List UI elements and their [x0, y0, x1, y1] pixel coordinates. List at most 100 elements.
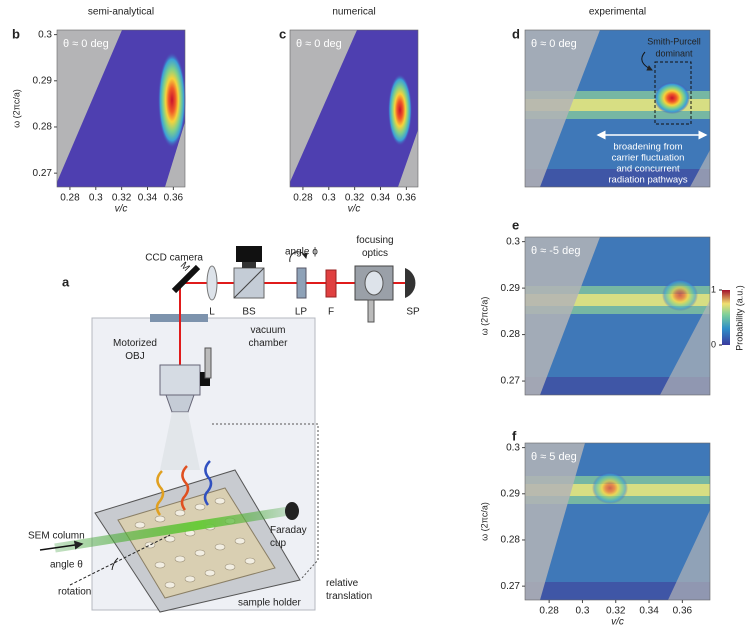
no-data-region [660, 300, 710, 395]
callout-text: dominant [655, 48, 693, 58]
x-tick-label: 0.32 [345, 193, 365, 204]
label: angle ϕ [285, 247, 318, 258]
no-data-region [668, 510, 710, 600]
y-tick-label: 0.29 [33, 75, 53, 86]
label-line: OBJ [125, 351, 144, 362]
plot-frame [56, 29, 186, 188]
panel-title: experimental [589, 7, 646, 18]
knob [367, 299, 375, 323]
x-tick-label: 0.3 [322, 193, 336, 204]
panel: f θ ≈ 5 deg 0.27 0.28 0.29 0.3 ω (2πc/a) 0.28 0.… [479, 428, 711, 628]
panel-letter: d [512, 26, 520, 41]
label-line: vacuum [250, 325, 285, 336]
panel: e θ ≈ -5 deg 0.27 0.28 0.29 0.3 ω (2πc/a) [479, 217, 711, 396]
panel-letter: f [512, 428, 517, 443]
note-text: and concurrent [616, 164, 680, 175]
y-tick-label: 0.29 [501, 488, 521, 499]
y-tick-label: 0.3 [38, 29, 52, 40]
faraday-cup [285, 502, 299, 520]
hotspot [158, 52, 186, 148]
x-tick-label: 0.32 [606, 606, 626, 617]
y-tick-label: 0.3 [506, 236, 520, 247]
no-data-region [525, 30, 600, 187]
y-axis-label: ω (2πc/a) [11, 89, 21, 128]
angle-arc [111, 557, 119, 571]
x-tick-label: 0.28 [293, 193, 313, 204]
setup-diagram: a CCD camera angle ϕ focusing optics M L … [28, 235, 420, 613]
label-line: Motorized [113, 338, 157, 349]
no-data-region [525, 443, 585, 600]
panel-letter: a [62, 274, 70, 289]
x-tick-label: 0.3 [575, 606, 589, 617]
label: F [328, 307, 334, 318]
x-tick-label: 0.36 [397, 193, 417, 204]
label: sample holder [238, 598, 301, 609]
rotation-arrow [289, 251, 308, 263]
label: vacuum chamber [249, 325, 289, 349]
colorbar-tick-label: 1 [711, 284, 716, 294]
no-data-region [398, 130, 418, 187]
label: CCD camera [145, 253, 203, 264]
y-tick-label: 0.29 [501, 283, 521, 294]
hotspot [388, 74, 412, 146]
mirror [171, 264, 201, 294]
x-tick-label: 0.28 [60, 193, 80, 204]
hotspot [592, 472, 628, 504]
x-tick-label: 0.3 [89, 193, 103, 204]
callout-text: Smith-Purcell [647, 36, 701, 46]
panel-letter: b [12, 26, 20, 41]
no-data-region [290, 30, 357, 182]
hotspot [662, 279, 698, 311]
beam-splitter [233, 267, 265, 299]
y-tick-label: 0.28 [501, 329, 521, 340]
no-data-region [165, 122, 185, 187]
objective [159, 364, 201, 396]
label: rotation [58, 587, 91, 598]
hole-array [134, 497, 256, 589]
x-tick-label: 0.36 [673, 606, 693, 617]
spectrometer [405, 268, 416, 298]
annotation: θ ≈ 5 deg [531, 451, 577, 463]
x-tick-label: 0.36 [164, 193, 184, 204]
beam-arrow [39, 540, 84, 551]
callout-box [654, 61, 692, 125]
panel-title: numerical [332, 7, 375, 18]
plot-frame [289, 29, 419, 188]
panel-letter: c [279, 26, 286, 41]
x-axis-label: v/c [115, 204, 128, 215]
focusing-optics [364, 270, 384, 296]
label-line: translation [326, 591, 372, 602]
polarizer [296, 267, 307, 299]
x-tick-label: 0.34 [371, 193, 391, 204]
x-tick-label: 0.32 [112, 193, 132, 204]
no-data-region [57, 30, 122, 182]
y-tick-label: 0.28 [33, 122, 53, 133]
electron-beam [54, 505, 296, 553]
label: LP [295, 307, 308, 318]
knob [204, 347, 212, 379]
label: Faraday cup [270, 525, 307, 549]
rotation-axis [69, 534, 171, 586]
y-axis-label: ω (2πc/a) [479, 502, 489, 541]
filter [325, 269, 337, 298]
label: L [209, 307, 215, 318]
panel-title: semi-analytical [88, 7, 154, 18]
y-tick-label: 0.28 [501, 535, 521, 546]
no-data-region [525, 237, 600, 395]
annotation: θ ≈ 0 deg [63, 38, 109, 50]
y-tick-label: 0.27 [501, 376, 521, 387]
label-line: Faraday [270, 525, 307, 536]
annotation: θ ≈ -5 deg [531, 245, 580, 257]
label-line: focusing [356, 235, 393, 246]
band [525, 582, 710, 600]
panel-letter: e [512, 217, 519, 232]
panel: c numerical θ ≈ 0 deg 0.28 0.3 0.32 0.34 0.36 v/… [279, 7, 419, 215]
plot-frame [524, 442, 711, 601]
no-data-region [690, 150, 710, 187]
x-tick-label: 0.28 [539, 606, 559, 617]
label: SP [406, 307, 420, 318]
emission-waves [155, 460, 213, 516]
band [525, 169, 710, 187]
y-axis-label: ω (2πc/a) [479, 297, 489, 336]
